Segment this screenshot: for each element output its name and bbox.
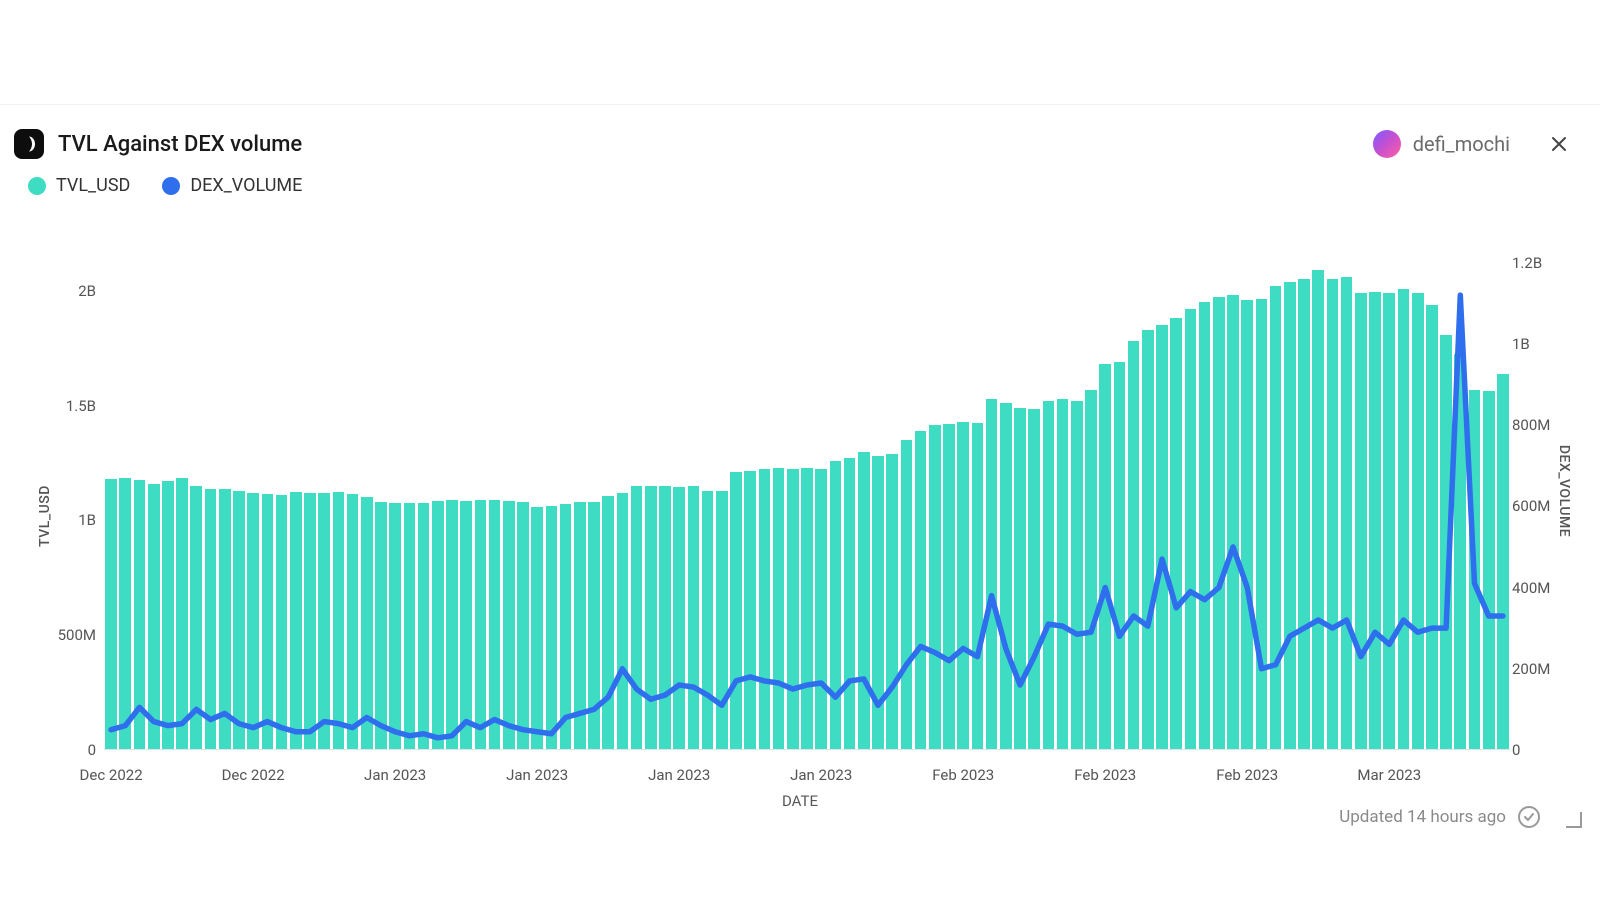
updated-text: Updated 14 hours ago [1339,807,1506,827]
card-header: TVL Against DEX volume defi_mochi [8,115,1592,165]
x-ticks: Dec 2022Dec 2022Jan 2023Jan 2023Jan 2023… [104,766,1510,786]
x-tick: Feb 2023 [932,766,994,784]
chart-area: TVL_USD DEX_VOLUME DATE 0500M1B1.5B2B 02… [8,202,1592,830]
legend-label: TVL_USD [56,175,130,196]
author-name: defi_mochi [1413,132,1510,156]
plot-area[interactable] [104,222,1510,750]
card-footer: Updated 14 hours ago [0,806,1582,828]
baseline [104,749,1510,750]
x-tick: Mar 2023 [1357,766,1421,784]
x-tick: Jan 2023 [648,766,710,784]
y-left-tick: 1.5B [26,397,96,415]
y-right-tick: 400M [1512,579,1582,597]
legend-item-tvl[interactable]: TVL_USD [28,175,130,196]
y-right-ticks: 0200M400M600M800M1B1.2B [1512,222,1582,750]
top-spacer [0,0,1600,105]
y-left-tick: 1B [26,511,96,529]
x-tick: Feb 2023 [1216,766,1278,784]
dex-volume-line [111,295,1503,738]
x-tick: Jan 2023 [506,766,568,784]
x-tick: Feb 2023 [1074,766,1136,784]
chart-title: TVL Against DEX volume [58,132,1359,157]
x-tick: Dec 2022 [80,766,143,784]
author-avatar-icon [1373,130,1401,158]
status-check-icon [1518,806,1540,828]
y-left-tick: 2B [26,282,96,300]
y-right-tick: 1B [1512,335,1582,353]
y-right-tick: 800M [1512,416,1582,434]
legend-dot-icon [28,177,46,195]
y-right-tick: 600M [1512,497,1582,515]
legend-dot-icon [162,177,180,195]
x-tick: Jan 2023 [790,766,852,784]
close-button[interactable] [1544,129,1574,159]
author[interactable]: defi_mochi [1373,130,1510,158]
y-right-tick: 0 [1512,741,1582,759]
y-left-tick: 500M [26,626,96,644]
brand-icon [14,129,44,159]
y-left-ticks: 0500M1B1.5B2B [26,222,96,750]
y-right-tick: 1.2B [1512,254,1582,272]
chart-card: TVL Against DEX volume defi_mochi TVL_US… [8,115,1592,830]
legend-label: DEX_VOLUME [190,175,302,196]
x-tick: Jan 2023 [364,766,426,784]
x-tick: Dec 2022 [222,766,285,784]
legend-item-dexvol[interactable]: DEX_VOLUME [162,175,302,196]
y-left-tick: 0 [26,741,96,759]
expand-icon[interactable] [1566,812,1582,828]
y-right-tick: 200M [1512,660,1582,678]
legend: TVL_USD DEX_VOLUME [8,165,1592,202]
line-series [104,222,1510,750]
